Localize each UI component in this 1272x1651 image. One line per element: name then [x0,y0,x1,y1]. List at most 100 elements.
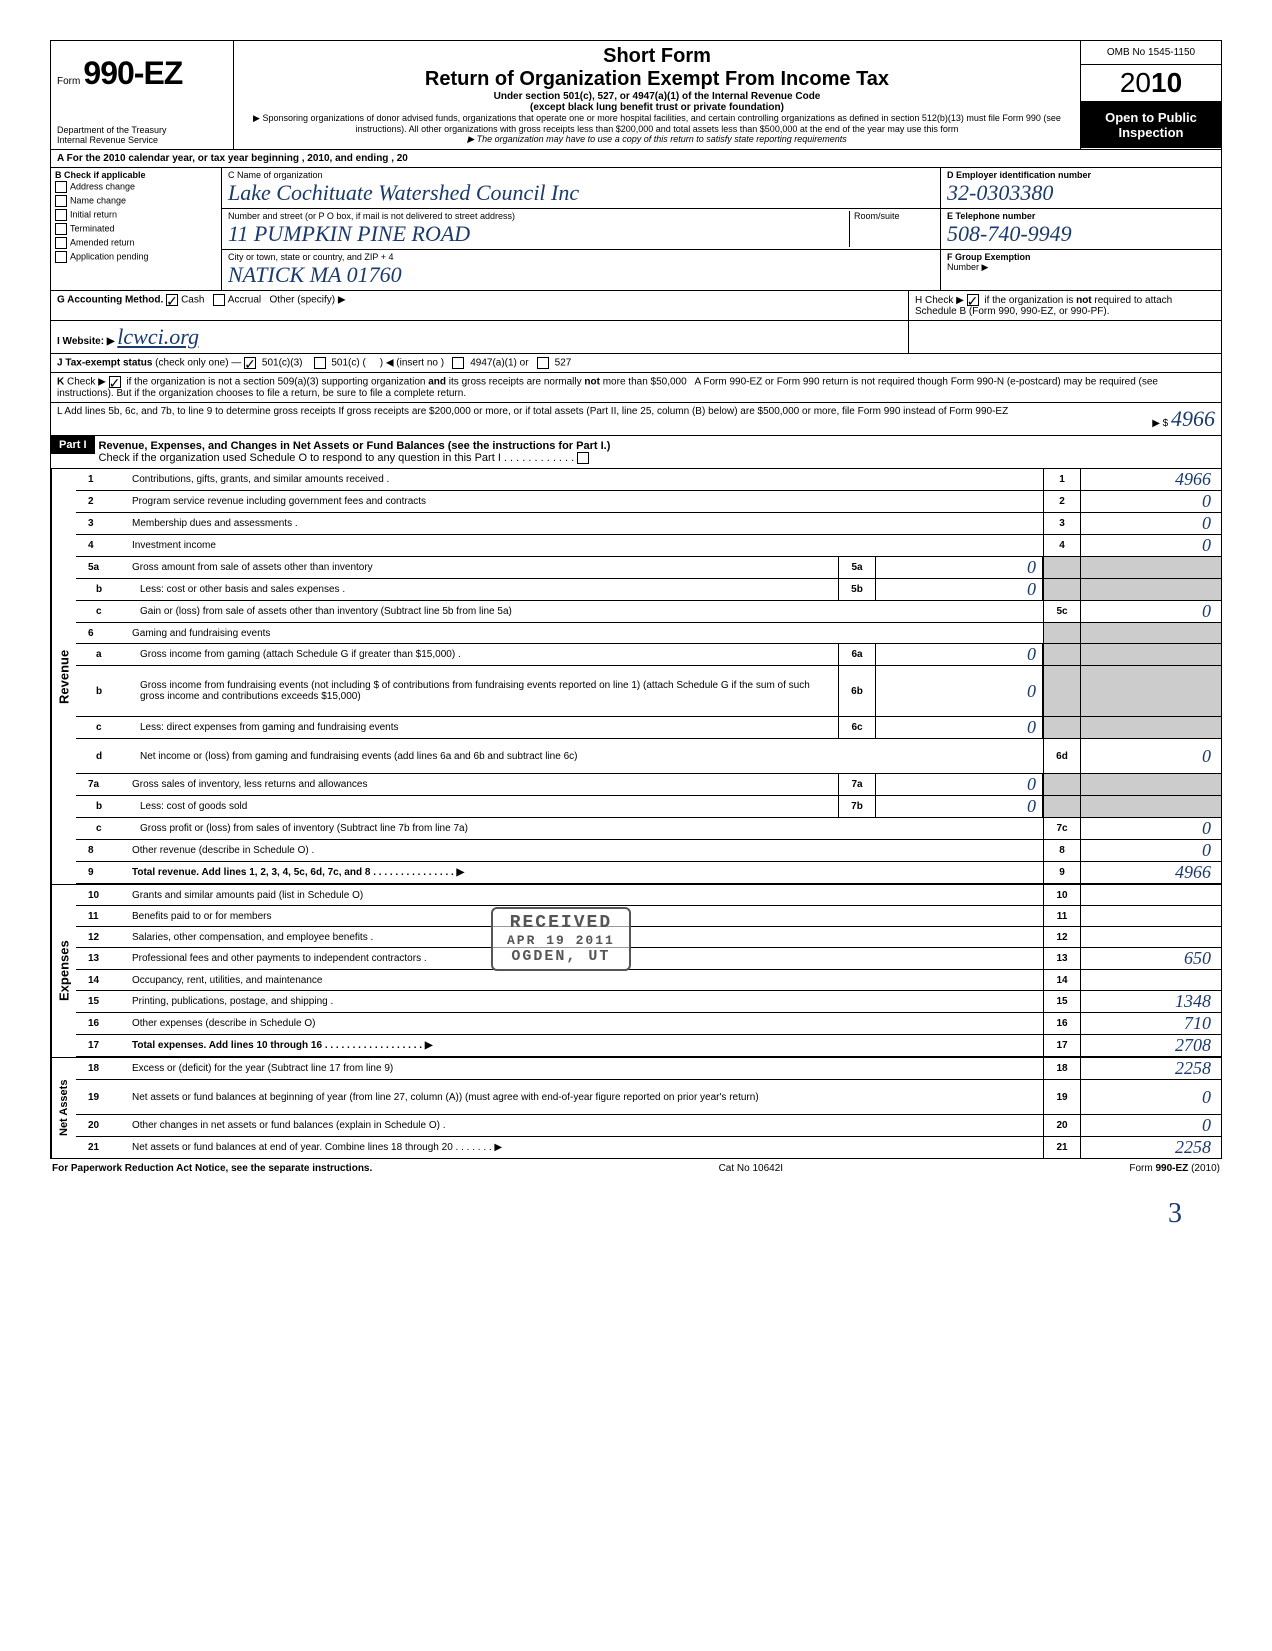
cb-accrual[interactable] [213,294,225,306]
line-5a-ib: 5a [838,557,876,578]
line-11-num: 11 [76,911,128,922]
line-7a-ib: 7a [838,774,876,795]
line-12-num: 12 [76,932,128,943]
cb-initial-return[interactable] [55,209,67,221]
line-12-rn: 12 [1043,927,1080,947]
line-9-text: Total revenue. Add lines 1, 2, 3, 4, 5c,… [132,867,464,878]
page-number: 3 [50,1178,1222,1230]
f-number-label: Number ▶ [947,262,1215,273]
cb-schedule-o[interactable] [577,452,589,464]
line-17-val: 2708 [1175,1035,1211,1056]
line-1-num: 1 [76,474,128,485]
line-16-num: 16 [76,1018,128,1029]
stamp-ogden: OGDEN, UT [507,948,615,965]
expenses-section: Expenses 10Grants and similar amounts pa… [51,884,1221,1057]
line-18-text: Excess or (deficit) for the year (Subtra… [128,1061,1043,1076]
line-10-rn: 10 [1043,885,1080,905]
line-5b-rv [1080,579,1221,600]
cb-k[interactable] [109,376,121,388]
line-14-text: Occupancy, rent, utilities, and maintena… [128,973,1043,988]
b-title: B Check if applicable [55,170,146,180]
label-address-change: Address change [70,181,135,191]
cb-amended[interactable] [55,237,67,249]
row-j: J Tax-exempt status (check only one) — 5… [51,354,1221,373]
cb-4947[interactable] [452,357,464,369]
cb-527[interactable] [537,357,549,369]
return-title: Return of Organization Exempt From Incom… [242,68,1072,91]
cb-501c3[interactable] [244,357,256,369]
line-5a-rv [1080,557,1221,578]
cb-cash[interactable] [166,294,178,306]
line-13-rn: 13 [1043,948,1080,969]
c-city: NATICK MA 01760 [228,262,934,288]
line-6b-text: Gross income from fundraising events (no… [136,678,838,704]
line-2-num: 2 [76,496,128,507]
line-6a-rn [1043,644,1080,665]
i-website-value: lcwci.org [117,324,199,349]
cb-pending[interactable] [55,251,67,263]
line-6c-ib: 6c [838,717,876,738]
line-5c-val: 0 [1202,601,1211,622]
cb-address-change[interactable] [55,181,67,193]
revenue-section: Revenue 1Contributions, gifts, grants, a… [51,469,1221,884]
expenses-label: Expenses [51,885,76,1057]
line-7c-val: 0 [1202,818,1211,839]
line-7a-iv: 0 [1027,774,1036,795]
c-street-label: Number and street (or P O box, if mail i… [228,211,849,221]
col-def: D Employer identification number 32-0303… [941,168,1221,290]
line-5c-num: c [76,606,136,617]
line-13-val: 650 [1184,948,1211,969]
header-left: Form 990-EZ Department of the Treasury I… [51,41,234,149]
line-9-val: 4966 [1175,862,1211,883]
line-7b-iv: 0 [1027,796,1036,817]
cb-501c[interactable] [314,357,326,369]
line-7b-num: b [76,801,136,812]
line-2-rn: 2 [1043,491,1080,512]
line-1-text: Contributions, gifts, grants, and simila… [128,472,1043,487]
line-10-num: 10 [76,890,128,901]
line-13-num: 13 [76,953,128,964]
c-org-name: Lake Cochituate Watershed Council Inc [228,180,934,206]
cb-h[interactable] [967,294,979,306]
c-name-label: C Name of organization [228,170,934,180]
line-8-val: 0 [1202,840,1211,861]
line-19-val: 0 [1202,1087,1211,1108]
cb-name-change[interactable] [55,195,67,207]
line-8-num: 8 [76,845,128,856]
form-number: 990-EZ [83,55,182,91]
dept-irs: Internal Revenue Service [57,135,167,145]
line-6c-num: c [76,722,136,733]
line-9-rn: 9 [1043,862,1080,883]
line-7b-rv [1080,796,1221,817]
short-form-title: Short Form [242,45,1072,68]
line-6a-rv [1080,644,1221,665]
line-21-text: Net assets or fund balances at end of ye… [128,1140,1043,1155]
l-arrow: ▶ $ [1152,418,1168,429]
line-17-num: 17 [76,1040,128,1051]
line-18-rn: 18 [1043,1058,1080,1079]
line-4-num: 4 [76,540,128,551]
col-c-org-info: C Name of organization Lake Cochituate W… [222,168,941,290]
cb-terminated[interactable] [55,223,67,235]
form-label: Form [57,76,80,87]
line-19-rn: 19 [1043,1080,1080,1114]
net-assets-label: Net Assets [51,1058,76,1158]
year-suffix: 10 [1151,67,1182,98]
part-1-title-block: Revenue, Expenses, and Changes in Net As… [95,436,1221,468]
col-b-checkboxes: B Check if applicable Address change Nam… [51,168,222,290]
line-5b-ib: 5b [838,579,876,600]
line-4-val: 0 [1202,535,1211,556]
line-6a-num: a [76,649,136,660]
g-accounting: G Accounting Method. Cash Accrual Other … [51,291,909,320]
line-21-val: 2258 [1175,1137,1211,1158]
line-14-num: 14 [76,975,128,986]
line-8-text: Other revenue (describe in Schedule O) . [128,843,1043,858]
g-other: Other (specify) ▶ [269,295,345,306]
line-20-val: 0 [1202,1115,1211,1136]
line-16-text: Other expenses (describe in Schedule O) [128,1016,1043,1031]
line-20-rn: 20 [1043,1115,1080,1136]
line-7a-num: 7a [76,779,128,790]
line-5b-num: b [76,584,136,595]
line-19-num: 19 [76,1092,128,1103]
row-i: I Website: ▶ lcwci.org [51,321,1221,354]
